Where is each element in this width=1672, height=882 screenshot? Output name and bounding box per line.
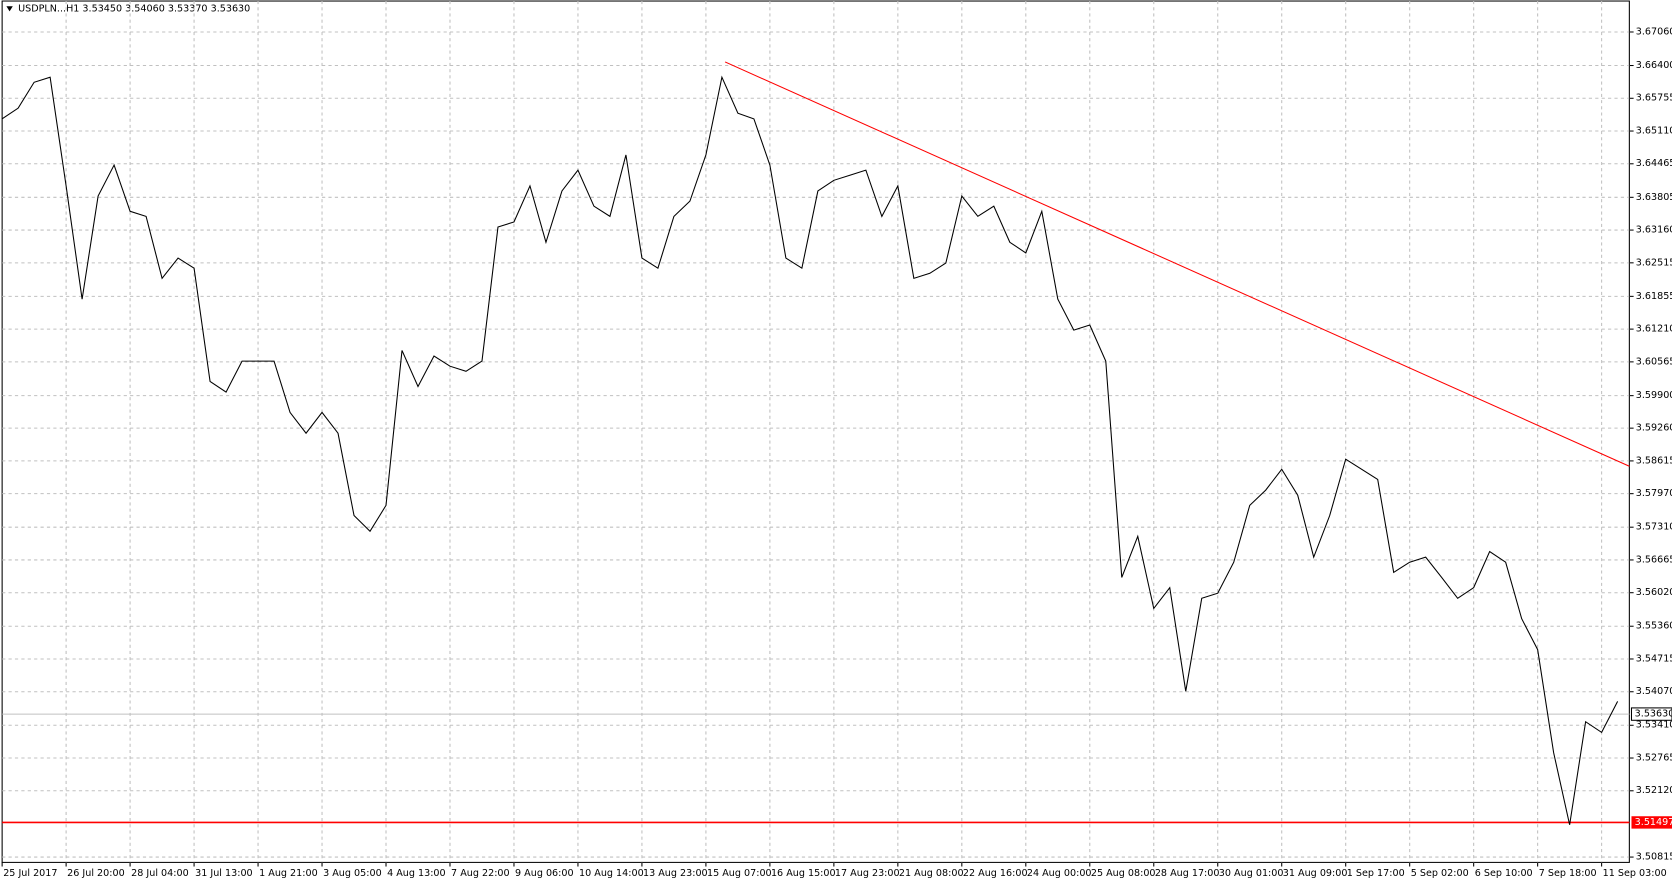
y-tick-label: 3.67060 bbox=[1636, 27, 1672, 38]
y-tick-label: 3.66400 bbox=[1636, 60, 1672, 71]
y-tick-label: 3.61855 bbox=[1636, 291, 1672, 302]
y-tick-label: 3.62515 bbox=[1636, 257, 1672, 268]
y-tick-label: 3.65110 bbox=[1636, 126, 1672, 137]
x-tick-label: 15 Aug 07:00 bbox=[707, 868, 772, 879]
y-tick-label: 3.50815 bbox=[1636, 852, 1672, 863]
x-tick-label: 26 Jul 20:00 bbox=[67, 868, 125, 879]
x-tick-label: 7 Sep 18:00 bbox=[1539, 868, 1597, 879]
chart-title: USDPLN...H1 3.53450 3.54060 3.53370 3.53… bbox=[18, 4, 250, 15]
y-tick-label: 3.61210 bbox=[1636, 324, 1672, 335]
y-tick-label: 3.55360 bbox=[1636, 621, 1672, 632]
y-tick-label: 3.58615 bbox=[1636, 456, 1672, 467]
y-tick-label: 3.56665 bbox=[1636, 555, 1672, 566]
x-tick-label: 25 Aug 08:00 bbox=[1091, 868, 1156, 879]
x-tick-label: 13 Aug 23:00 bbox=[643, 868, 708, 879]
horizontal-line-label: 3.51497 bbox=[1635, 817, 1672, 828]
x-tick-label: 10 Aug 14:00 bbox=[579, 868, 644, 879]
x-tick-label: 21 Aug 08:00 bbox=[899, 868, 964, 879]
x-tick-label: 5 Sep 02:00 bbox=[1411, 868, 1469, 879]
x-tick-label: 28 Aug 17:00 bbox=[1155, 868, 1220, 879]
x-tick-label: 7 Aug 22:00 bbox=[451, 868, 510, 879]
y-tick-label: 3.54070 bbox=[1636, 686, 1672, 697]
x-tick-label: 22 Aug 16:00 bbox=[963, 868, 1028, 879]
y-tick-label: 3.56020 bbox=[1636, 587, 1672, 598]
y-tick-label: 3.53410 bbox=[1636, 720, 1672, 731]
x-tick-label: 31 Jul 13:00 bbox=[195, 868, 253, 879]
price-line bbox=[1, 75, 1619, 825]
y-tick-label: 3.65755 bbox=[1636, 93, 1672, 104]
y-tick-label: 3.63805 bbox=[1636, 192, 1672, 203]
last-price-box bbox=[1630, 707, 1672, 721]
x-tick-label: 17 Aug 23:00 bbox=[835, 868, 900, 879]
x-tick-label: 24 Aug 00:00 bbox=[1027, 868, 1092, 879]
x-tick-label: 11 Sep 03:00 bbox=[1603, 868, 1667, 879]
y-tick-label: 3.59900 bbox=[1636, 390, 1672, 401]
y-tick-label: 3.60565 bbox=[1636, 356, 1672, 367]
horizontal-line-box bbox=[1631, 816, 1672, 829]
x-tick-label: 1 Sep 17:00 bbox=[1347, 868, 1405, 879]
menu-arrow[interactable] bbox=[6, 6, 13, 12]
y-tick-label: 3.52120 bbox=[1636, 785, 1672, 796]
x-tick-label: 9 Aug 06:00 bbox=[515, 868, 574, 879]
x-tick-label: 1 Aug 21:00 bbox=[259, 868, 318, 879]
x-tick-label: 6 Sep 10:00 bbox=[1475, 868, 1533, 879]
x-tick-label: 25 Jul 2017 bbox=[3, 868, 57, 879]
last-price-label: 3.53630 bbox=[1635, 709, 1672, 720]
trend-line bbox=[724, 61, 1630, 467]
y-tick-label: 3.57310 bbox=[1636, 522, 1672, 533]
x-tick-label: 4 Aug 13:00 bbox=[387, 868, 446, 879]
x-tick-label: 30 Aug 01:00 bbox=[1219, 868, 1284, 879]
y-tick-label: 3.52765 bbox=[1636, 753, 1672, 764]
y-tick-label: 3.64465 bbox=[1636, 158, 1672, 169]
plot-frame bbox=[1, 0, 1630, 863]
x-tick-label: 28 Jul 04:00 bbox=[131, 868, 189, 879]
y-tick-label: 3.54715 bbox=[1636, 654, 1672, 665]
y-tick-label: 3.57970 bbox=[1636, 488, 1672, 499]
y-tick-label: 3.59260 bbox=[1636, 423, 1672, 434]
x-tick-label: 3 Aug 05:00 bbox=[323, 868, 382, 879]
x-tick-label: 31 Aug 09:00 bbox=[1283, 868, 1348, 879]
y-tick-label: 3.63160 bbox=[1636, 225, 1672, 236]
x-tick-label: 16 Aug 15:00 bbox=[771, 868, 836, 879]
